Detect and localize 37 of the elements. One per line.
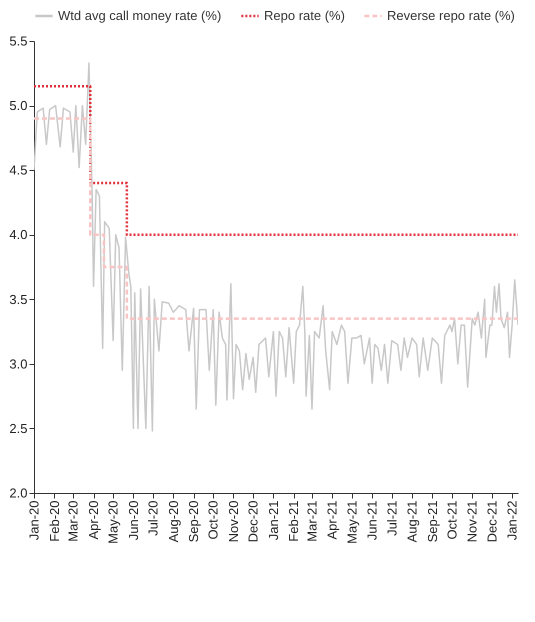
y-tick-label: 5.5 <box>9 34 28 48</box>
x-tick-label: Jul-20 <box>146 500 161 536</box>
x-tick-label: Dec-21 <box>484 500 500 542</box>
y-tick-label: 4.5 <box>9 162 28 178</box>
x-tick-label: Mar-20 <box>66 500 81 542</box>
line-series <box>34 62 518 432</box>
x-tick-label: Aug-21 <box>404 500 420 542</box>
x-tick-label: May-21 <box>344 500 360 544</box>
x-tick-label: Nov-21 <box>464 500 480 542</box>
x-tick-label: Apr-21 <box>324 500 340 540</box>
y-tick-label: 3.0 <box>9 356 28 372</box>
y-tick-label: 4.0 <box>9 227 28 242</box>
x-tick-label: Jan-21 <box>266 500 281 540</box>
x-tick-label: Jun-21 <box>364 500 380 540</box>
x-tick-label: Sep-20 <box>186 500 202 542</box>
x-tick-label: Feb-20 <box>46 500 62 542</box>
legend-label: Reverse repo rate (%) <box>387 8 515 23</box>
x-tick-label: Apr-20 <box>86 500 102 540</box>
x-tick-label: Oct-21 <box>444 500 460 540</box>
legend-label: Repo rate (%) <box>264 8 345 23</box>
x-tick-label: Aug-20 <box>166 500 181 542</box>
y-tick-label: 2.5 <box>9 420 28 436</box>
y-tick-label: 2.0 <box>9 486 28 500</box>
x-tick-label: Jun-20 <box>126 500 141 540</box>
y-tick-label: 3.5 <box>9 292 28 307</box>
x-tick-label: Jul-21 <box>384 500 400 536</box>
x-tick-label: May-20 <box>106 500 121 544</box>
x-tick-label: Dec-20 <box>246 500 261 542</box>
x-tick-label: Nov-20 <box>226 500 241 542</box>
x-tick-label: Feb-21 <box>286 500 302 542</box>
x-tick-label: Mar-21 <box>304 500 320 542</box>
y-tick-label: 5.0 <box>9 98 28 114</box>
x-tick-label: Jan-22 <box>504 500 520 540</box>
x-tick-label: Sep-21 <box>424 500 440 542</box>
x-tick-label: Oct-20 <box>206 500 221 540</box>
legend-label: Wtd avg call money rate (%) <box>58 8 222 23</box>
x-tick-label: Jan-20 <box>26 500 42 540</box>
